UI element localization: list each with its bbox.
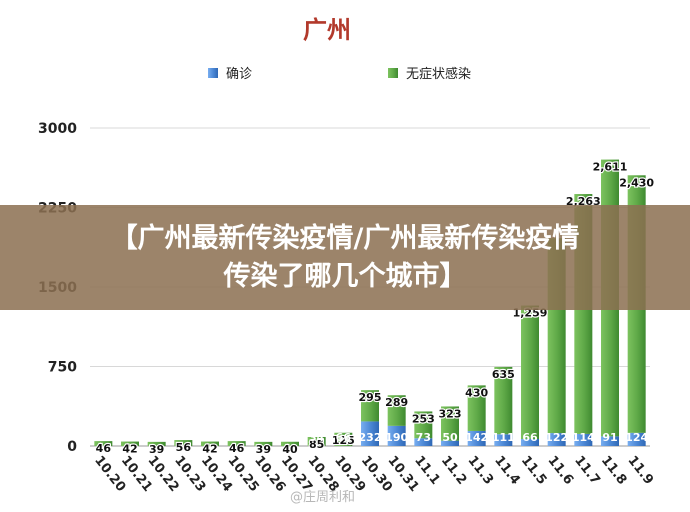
- data-label-asymptomatic: 430: [465, 386, 488, 399]
- data-label-confirmed: 122: [545, 431, 568, 444]
- y-tick-label: 750: [48, 360, 77, 376]
- watermark: @庄周利和: [290, 490, 356, 505]
- x-axis: 10.2010.2110.2210.2310.2410.2510.2610.27…: [91, 453, 656, 495]
- bar-asymptomatic: [147, 441, 166, 446]
- bar-asymptomatic: [281, 441, 299, 446]
- bar-asymptomatic: [387, 395, 406, 426]
- x-tick-label: 11.7: [571, 453, 603, 488]
- data-label-asymptomatic: 46: [229, 442, 245, 455]
- data-label-asymptomatic: 42: [122, 443, 137, 456]
- data-label-confirmed: 66: [522, 431, 538, 444]
- data-label-asymptomatic: 39: [149, 443, 164, 456]
- data-label-confirmed: 73: [416, 431, 431, 444]
- bar-asymptomatic: [494, 366, 513, 435]
- bar-asymptomatic: [414, 411, 433, 439]
- bar-asymptomatic: [254, 441, 273, 446]
- bar-confirmed: [467, 430, 486, 446]
- data-label-asymptomatic: 85: [309, 438, 324, 451]
- data-label-asymptomatic: 253: [412, 412, 435, 425]
- data-label-confirmed: 111: [492, 431, 515, 444]
- x-tick-label: 11.3: [465, 453, 497, 488]
- banner-line-1: 【广州最新传染疫情/广州最新传染疫情: [110, 222, 580, 254]
- bar-confirmed: [547, 433, 566, 446]
- data-label-confirmed: 114: [572, 431, 595, 444]
- bar-confirmed: [574, 433, 593, 446]
- data-label-asymptomatic: 42: [202, 443, 217, 456]
- bar-asymptomatic: [307, 436, 326, 446]
- legend-label-asymptomatic: 无症状感染: [406, 66, 471, 82]
- chart-title: 广州: [303, 16, 351, 44]
- data-label-confirmed: 91: [602, 431, 617, 444]
- data-label-asymptomatic: 289: [385, 396, 408, 409]
- data-label-bottom: 34: [309, 431, 325, 444]
- data-label-asymptomatic: 635: [492, 368, 515, 381]
- data-label-asymptomatic: 2,611: [593, 161, 628, 174]
- bar-asymptomatic: [201, 441, 219, 446]
- x-tick-label: 11.9: [625, 453, 657, 488]
- data-label-asymptomatic: 2,430: [619, 176, 654, 189]
- legend-swatch-confirmed: [208, 68, 218, 78]
- bar-asymptomatic: [94, 441, 113, 446]
- bar-asymptomatic: [174, 440, 193, 446]
- bar-confirmed: [494, 434, 513, 446]
- x-tick-label: 11.6: [545, 453, 577, 488]
- bar-asymptomatic: [441, 406, 459, 441]
- data-label-confirmed: 142: [465, 431, 488, 444]
- data-label-asymptomatic: 56: [176, 441, 192, 454]
- data-label-asymptomatic: 46: [96, 442, 112, 455]
- bar-confirmed: [601, 436, 619, 446]
- bar-asymptomatic: [467, 385, 486, 431]
- y-tick-label: 0: [67, 439, 77, 455]
- bar-confirmed: [521, 439, 539, 446]
- bar-asymptomatic: [227, 441, 246, 446]
- legend-swatch-asymptomatic: [388, 68, 398, 78]
- x-tick-label: 11.2: [438, 453, 470, 488]
- title-banner: 【广州最新传染疫情/广州最新传染疫情 传染了哪几个城市】: [0, 205, 690, 310]
- data-label-confirmed: 190: [385, 431, 408, 444]
- bar-confirmed: [387, 425, 406, 446]
- data-label-asymptomatic: 39: [256, 443, 271, 456]
- data-label-asymptomatic: 295: [359, 391, 382, 404]
- data-label-confirmed: 50: [442, 431, 458, 444]
- data-label-asymptomatic: 125: [332, 434, 355, 447]
- bar-confirmed: [361, 421, 379, 446]
- data-label-asymptomatic: 40: [282, 443, 298, 456]
- banner-line-2: 传染了哪几个城市】: [223, 260, 467, 292]
- data-label-bottom: 66: [336, 431, 352, 444]
- bar-confirmed: [414, 438, 433, 446]
- bar-confirmed: [441, 440, 459, 446]
- legend-label-confirmed: 确诊: [226, 67, 252, 82]
- x-tick-label: 11.4: [491, 453, 523, 488]
- bar-asymptomatic: [521, 305, 539, 440]
- y-tick-label: 3000: [38, 121, 77, 137]
- bar-asymptomatic: [361, 390, 379, 422]
- x-tick-label: 11.8: [598, 453, 630, 488]
- data-label-confirmed: 232: [359, 431, 382, 444]
- bar-asymptomatic: [334, 432, 353, 446]
- x-tick-label: 11.5: [518, 453, 550, 488]
- bar-asymptomatic: [121, 441, 139, 446]
- bar-confirmed: [627, 432, 646, 446]
- data-label-confirmed: 124: [625, 431, 648, 444]
- data-label-asymptomatic: 323: [439, 407, 462, 420]
